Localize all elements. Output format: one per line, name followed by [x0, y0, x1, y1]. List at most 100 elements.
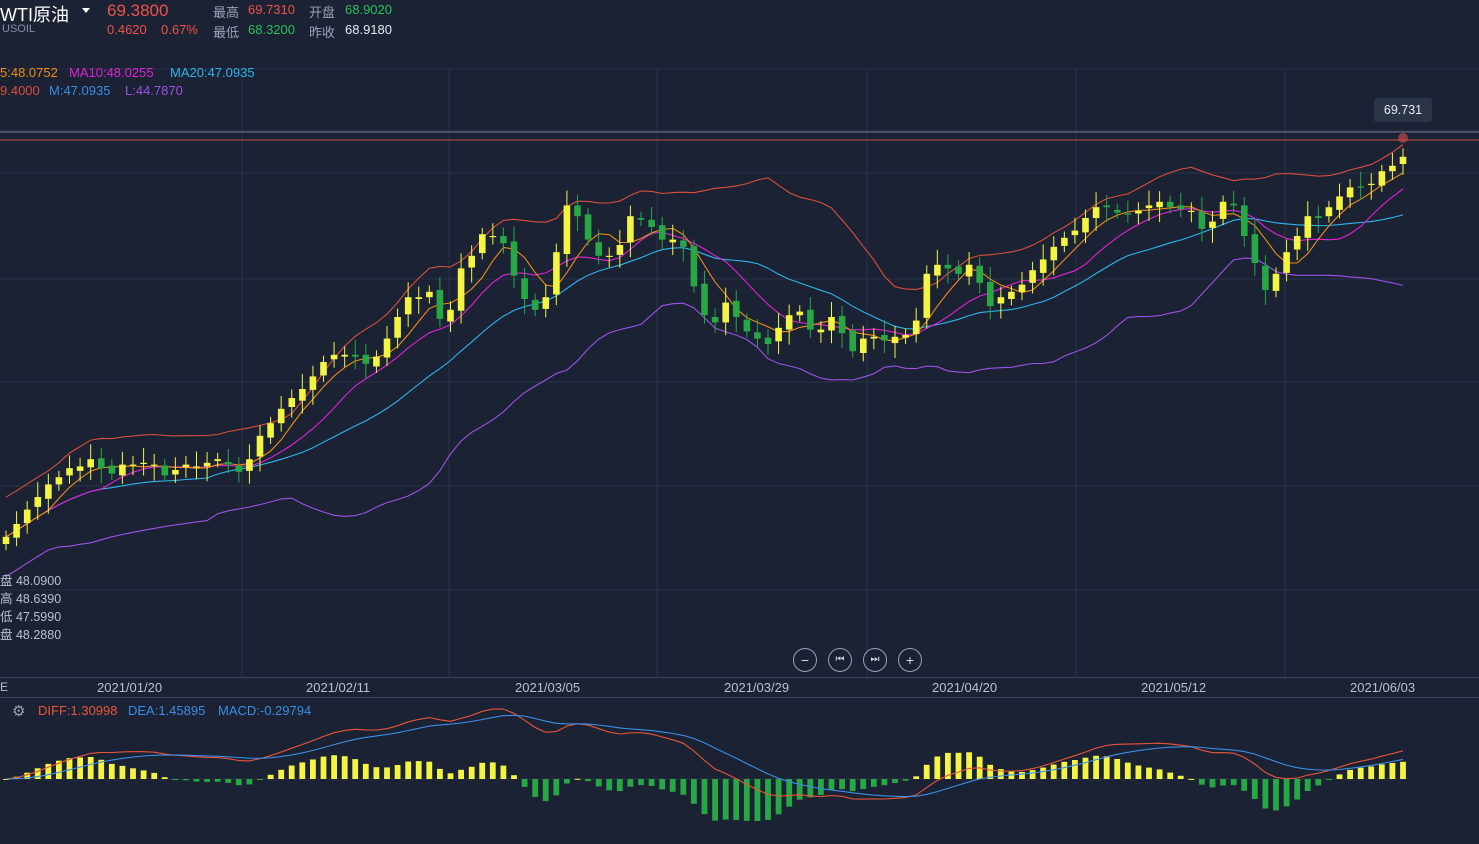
macd-histogram-bar	[945, 752, 951, 779]
macd-histogram-bar	[881, 779, 888, 786]
x-tick-label: 2021/01/20	[97, 680, 163, 695]
candle-body	[923, 273, 931, 318]
macd-histogram-bar	[130, 768, 136, 779]
macd-histogram-bar	[1209, 779, 1216, 788]
macd-histogram-bar	[24, 772, 31, 779]
candle-body	[23, 509, 31, 524]
x-tick-label: 2021/04/20	[932, 680, 998, 695]
candle-body	[1262, 265, 1269, 290]
candle-body	[764, 337, 772, 344]
macd-histogram-bar	[1093, 755, 1099, 779]
candle-body	[1135, 210, 1142, 214]
macd-histogram-bar	[1019, 771, 1025, 779]
candle-body	[1325, 207, 1333, 217]
ma5-line	[5, 172, 1404, 538]
x-axis: E 2021/01/20 2021/02/11 2021/03/05 2021/…	[0, 677, 1479, 698]
ma10-line	[5, 188, 1404, 538]
candle-body	[309, 376, 317, 390]
macd-histogram-bar	[638, 779, 644, 786]
candle-body	[1399, 156, 1407, 164]
macd-diff-legend: DIFF:1.30998	[38, 703, 118, 718]
macd-histogram-bar	[1029, 770, 1036, 779]
candle-body	[235, 465, 243, 472]
symbol-dropdown-icon[interactable]	[82, 8, 90, 13]
candle-body	[362, 354, 370, 364]
scroll-end-button[interactable]: ⏭	[863, 648, 887, 672]
candle-body	[531, 299, 539, 310]
candle-body	[468, 255, 475, 268]
macd-histogram-bar	[574, 778, 581, 780]
candle-body	[76, 466, 84, 471]
candle-body	[267, 423, 274, 438]
macd-histogram-bar	[235, 779, 242, 786]
ma20-legend: MA20:47.0935	[170, 65, 255, 80]
macd-histogram-bar	[172, 779, 179, 780]
candle-body	[658, 225, 666, 240]
high-value: 69.7310	[248, 2, 295, 17]
macd-histogram-bar	[722, 779, 729, 820]
candle-body	[1283, 252, 1290, 273]
macd-histogram-bar	[310, 759, 316, 779]
macd-histogram-bar	[1220, 779, 1226, 786]
ma5-legend: 5:48.0752	[0, 65, 58, 80]
candle-body	[172, 470, 179, 475]
macd-histogram-bar	[151, 772, 158, 779]
price-change-pct: 0.67%	[161, 22, 198, 37]
x-tick-label: 2021/03/29	[724, 680, 790, 695]
boll-upper-legend: 9.4000	[0, 83, 40, 98]
macd-histogram-bar	[1400, 761, 1406, 779]
candle-body	[838, 316, 846, 334]
candle-body	[1315, 216, 1322, 218]
macd-histogram-bar	[140, 770, 147, 779]
scroll-start-button[interactable]: ⏮	[828, 648, 852, 672]
macd-histogram-bar	[320, 756, 327, 779]
candle-body	[1177, 205, 1185, 209]
macd-histogram-bar	[1389, 763, 1396, 779]
macd-histogram-bar	[786, 779, 793, 807]
macd-histogram-bar	[1199, 779, 1205, 785]
macd-histogram-bar	[1336, 774, 1343, 779]
symbol-name[interactable]: WTI原油	[0, 5, 69, 25]
macd-histogram-bar	[966, 752, 972, 779]
candle-body	[510, 241, 518, 276]
candle-body	[383, 338, 391, 358]
macd-histogram-bar	[775, 779, 782, 815]
ma20-line	[5, 214, 1404, 538]
macd-histogram-bar	[1124, 762, 1131, 779]
candle-body	[1230, 203, 1237, 206]
macd-value-legend: MACD:-0.29794	[218, 703, 312, 718]
candle-body	[1188, 210, 1195, 212]
macd-histogram-bar	[77, 757, 83, 779]
candle-body	[404, 297, 412, 315]
prev-close-label: 昨收	[309, 25, 336, 40]
macd-histogram-bar	[225, 779, 232, 783]
macd-histogram-bar	[257, 779, 263, 780]
last-price: 69.3800	[107, 1, 169, 20]
candle-body	[934, 264, 941, 276]
macd-histogram-bar	[1273, 779, 1279, 811]
macd-histogram-bar	[1177, 775, 1184, 779]
zoom-in-button[interactable]: +	[898, 648, 922, 672]
boll-upper-line	[5, 144, 1404, 498]
candle-body	[1082, 218, 1089, 233]
macd-histogram-bar	[384, 767, 390, 779]
zoom-out-button[interactable]: −	[793, 648, 817, 672]
macd-histogram-bar	[616, 779, 623, 792]
macd-histogram-bar	[1103, 756, 1110, 779]
candle-body	[1029, 270, 1036, 283]
candle-body	[320, 362, 327, 376]
candle-body	[944, 264, 952, 269]
macd-histogram-bar	[902, 779, 909, 781]
candle-body	[563, 205, 571, 254]
candle-body	[849, 330, 856, 352]
candle-body	[1336, 196, 1343, 210]
macd-settings-icon[interactable]: ⚙	[12, 703, 26, 720]
candle-body	[807, 309, 814, 330]
macd-histogram-bar	[521, 779, 528, 787]
boll-lower-legend: L:44.7870	[125, 83, 183, 98]
open-label: 开盘	[309, 5, 336, 20]
candle-body	[87, 459, 94, 468]
macd-histogram-bar	[595, 779, 602, 787]
candle-body	[225, 461, 232, 465]
